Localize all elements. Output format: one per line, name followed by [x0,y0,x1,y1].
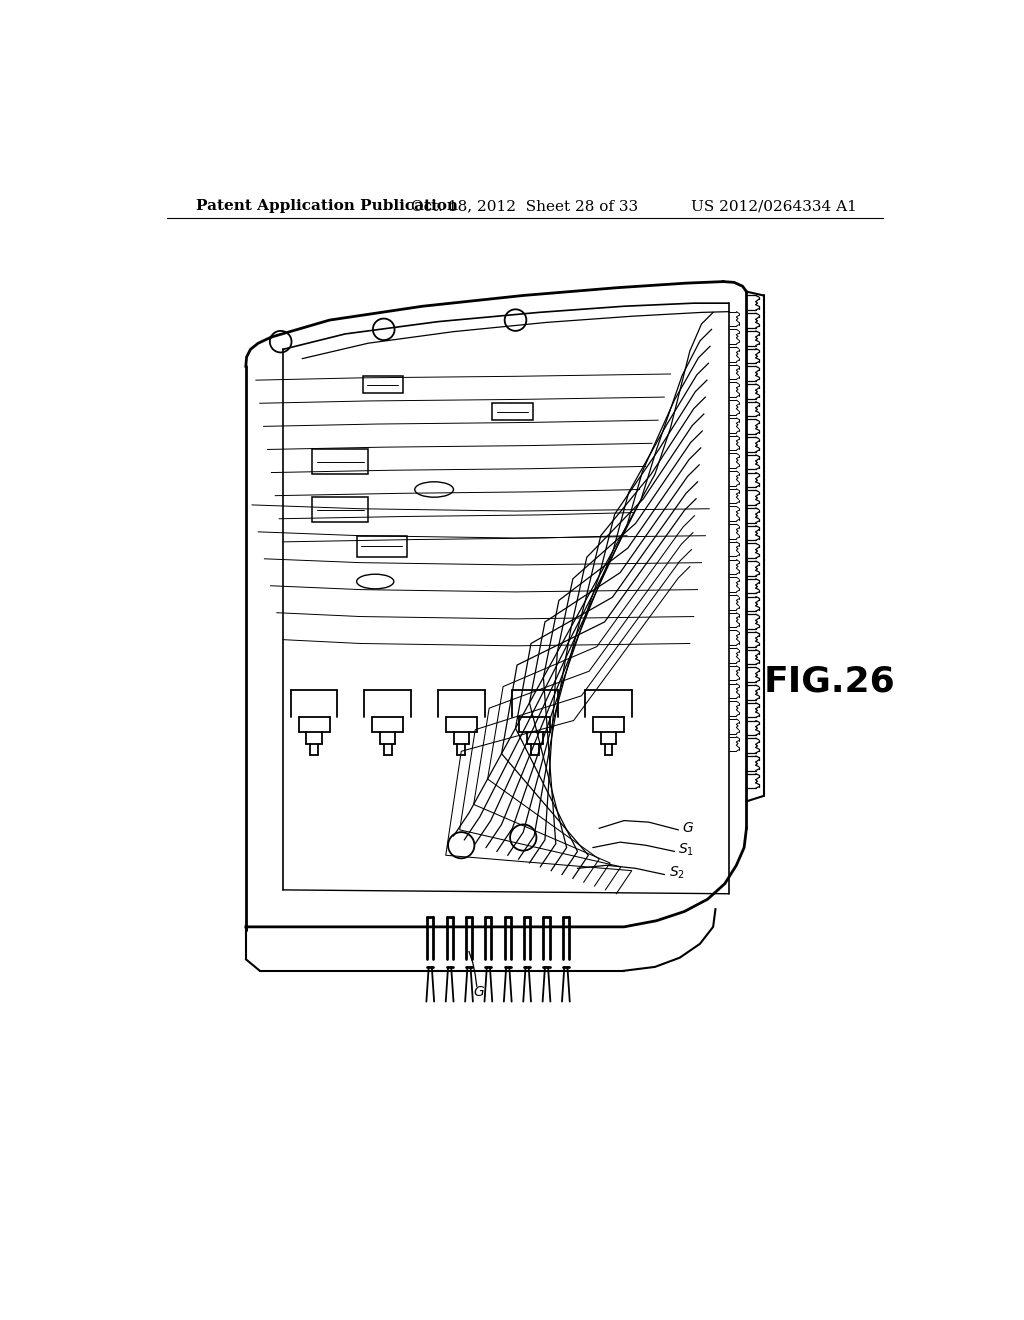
Text: Oct. 18, 2012  Sheet 28 of 33: Oct. 18, 2012 Sheet 28 of 33 [412,199,638,213]
Bar [362,376,403,393]
Bar [356,536,407,557]
Bar [312,449,369,474]
Text: Patent Application Publication: Patent Application Publication [197,199,458,213]
Text: $S_2$: $S_2$ [669,865,685,882]
Text: US 2012/0264334 A1: US 2012/0264334 A1 [690,199,856,213]
Text: $S_1$: $S_1$ [678,842,694,858]
Text: FIG.26: FIG.26 [764,665,895,700]
Bar [312,498,369,521]
Text: G: G [682,821,693,836]
Bar [493,404,532,420]
Text: G: G [473,985,483,998]
